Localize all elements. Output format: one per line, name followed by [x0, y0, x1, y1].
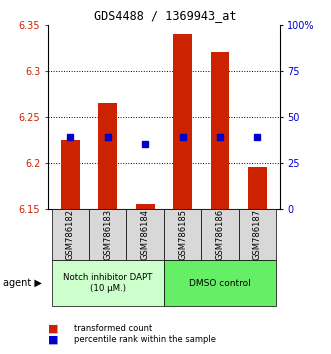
- FancyBboxPatch shape: [164, 260, 276, 306]
- Text: Notch inhibitor DAPT
(10 μM.): Notch inhibitor DAPT (10 μM.): [63, 273, 153, 293]
- Text: percentile rank within the sample: percentile rank within the sample: [74, 335, 216, 344]
- Bar: [136, 204, 155, 209]
- Bar: [98, 103, 117, 209]
- FancyBboxPatch shape: [239, 209, 276, 260]
- FancyBboxPatch shape: [52, 260, 164, 306]
- Bar: [248, 167, 266, 209]
- FancyBboxPatch shape: [126, 209, 164, 260]
- Text: DMSO control: DMSO control: [189, 279, 251, 288]
- Text: ■: ■: [48, 324, 59, 333]
- FancyBboxPatch shape: [89, 209, 126, 260]
- Text: agent ▶: agent ▶: [3, 278, 42, 288]
- FancyBboxPatch shape: [201, 209, 239, 260]
- Text: GSM786184: GSM786184: [141, 209, 150, 260]
- FancyBboxPatch shape: [164, 209, 201, 260]
- FancyBboxPatch shape: [52, 209, 89, 260]
- Text: GSM786185: GSM786185: [178, 209, 187, 260]
- Text: GSM786183: GSM786183: [103, 209, 112, 260]
- Bar: [211, 52, 229, 209]
- Bar: [173, 34, 192, 209]
- Text: GSM786187: GSM786187: [253, 209, 262, 260]
- Text: GSM786182: GSM786182: [66, 209, 75, 260]
- Text: GSM786186: GSM786186: [215, 209, 224, 260]
- Bar: [61, 140, 80, 209]
- Text: transformed count: transformed count: [74, 324, 153, 333]
- Text: GDS4488 / 1369943_at: GDS4488 / 1369943_at: [94, 9, 237, 22]
- Text: ■: ■: [48, 335, 59, 345]
